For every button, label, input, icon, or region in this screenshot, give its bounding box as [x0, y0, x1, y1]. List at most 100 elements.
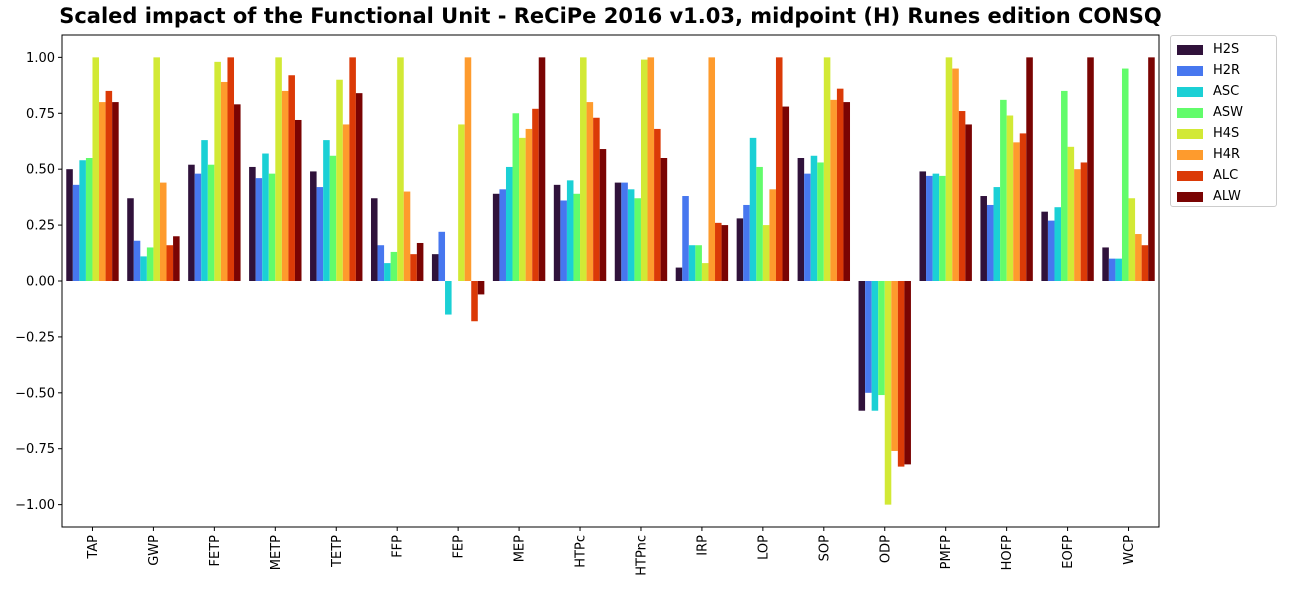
legend-item: ASC: [1177, 81, 1276, 102]
bar-h2s-gwp: [127, 198, 134, 281]
bar-asc-tap: [79, 160, 86, 281]
bar-h2s-hofp: [980, 196, 987, 281]
legend-swatch: [1177, 149, 1203, 160]
bar-alw-gwp: [173, 236, 180, 281]
bar-h2r-sop: [804, 173, 811, 281]
bar-asw-sop: [817, 162, 824, 281]
bar-h4s-fetp: [214, 61, 221, 282]
bar-h2s-ffp: [370, 198, 378, 281]
bar-h4r-ffp: [403, 191, 411, 281]
bar-h2s-htpnc: [614, 182, 622, 281]
legend-label: H2R: [1213, 63, 1241, 78]
x-tick-label: GWP: [147, 535, 162, 566]
bar-h4s-sop: [823, 57, 831, 281]
bar-h2s-fetp: [188, 164, 195, 281]
bar-h2r-htpnc: [621, 182, 628, 281]
bar-asc-hofp: [993, 187, 1001, 281]
bar-alc-fep: [471, 281, 478, 322]
bar-alw-htpc: [599, 149, 607, 281]
bar-h4r-tap: [99, 102, 106, 281]
bar-h4r-htpc: [586, 102, 594, 281]
bar-h4r-wcp: [1135, 234, 1142, 281]
axes-layer: −1.00 −0.75 −0.50 −0.25 0.00 0.25 0.50 0.75 1.00…: [15, 34, 1160, 576]
bar-h4s-lop: [762, 225, 770, 281]
x-tick-label: HTPnc: [634, 535, 649, 576]
bar-h4s-metp: [275, 57, 282, 281]
bar-h2r-tetp: [316, 187, 324, 281]
bar-h2s-wcp: [1102, 247, 1109, 281]
bar-h4s-gwp: [153, 57, 160, 281]
bar-h2r-mep: [499, 189, 506, 281]
bar-h2s-eofp: [1041, 211, 1048, 281]
bar-h2r-irp: [682, 196, 689, 281]
bar-h4s-wcp: [1128, 198, 1136, 281]
y-tick-label: 0.25: [26, 219, 55, 234]
bar-alw-tap: [112, 102, 119, 281]
bar-h4s-ffp: [397, 57, 404, 281]
legend-label: ALC: [1213, 168, 1239, 183]
legend: H2S H2R ASC ASW H4S H4R ALC ALW: [1170, 35, 1277, 207]
x-tick-label: IRP: [695, 535, 710, 556]
legend-label: ASC: [1213, 84, 1240, 99]
legend-item: ALC: [1177, 165, 1276, 186]
legend-label: H4R: [1213, 147, 1241, 162]
bar-alw-wcp: [1148, 57, 1155, 281]
bar-asw-lop: [756, 166, 763, 281]
bar-h2r-lop: [743, 204, 750, 281]
bar-asc-ffp: [384, 263, 391, 281]
bar-h4r-gwp: [159, 182, 167, 281]
bar-alw-hofp: [1026, 57, 1033, 281]
bar-asw-tap: [85, 158, 93, 281]
bar-alc-mep: [532, 108, 539, 281]
bar-h2r-gwp: [133, 240, 141, 281]
bar-alc-gwp: [166, 245, 174, 281]
bar-asc-htpnc: [627, 189, 635, 281]
bar-h2r-hofp: [986, 204, 994, 281]
legend-label: ALW: [1213, 189, 1241, 204]
bar-asw-irp: [695, 245, 702, 281]
legend-item: H4R: [1177, 144, 1276, 165]
bar-h4r-metp: [281, 90, 289, 281]
legend-label: H4S: [1213, 126, 1240, 141]
bar-alc-ffp: [410, 254, 417, 281]
legend-swatch: [1177, 107, 1203, 118]
bar-asw-mep: [512, 113, 520, 282]
bar-h2s-odp: [858, 281, 866, 411]
bar-alw-sop: [843, 102, 851, 281]
legend-item: H4S: [1177, 123, 1276, 144]
bar-asw-htpc: [573, 193, 581, 281]
bar-alc-htpc: [593, 117, 600, 281]
bar-asw-htpnc: [634, 198, 641, 281]
y-tick-label: −1.00: [15, 498, 55, 513]
bar-alc-sop: [836, 88, 844, 281]
bar-alc-hofp: [1019, 133, 1027, 281]
bar-alc-tetp: [349, 57, 356, 281]
x-tick-label: LOP: [756, 535, 771, 560]
legend-label: ASW: [1213, 105, 1243, 120]
bar-h2s-htpc: [553, 184, 561, 281]
bar-h2r-odp: [865, 281, 872, 393]
x-tick-label: FFP: [391, 535, 406, 558]
bar-h2r-ffp: [377, 245, 385, 281]
bar-h2s-tap: [66, 169, 73, 281]
bar-h4r-tetp: [342, 124, 350, 281]
bar-asc-htpc: [566, 180, 574, 281]
bar-h4s-tetp: [336, 79, 343, 281]
bar-h4r-fetp: [220, 81, 228, 282]
bar-h4r-eofp: [1074, 169, 1081, 281]
bar-h4r-htpnc: [647, 57, 655, 281]
bar-h4r-sop: [830, 99, 837, 281]
bar-h2s-mep: [492, 193, 500, 281]
bar-asw-odp: [878, 281, 885, 396]
bar-asc-gwp: [140, 256, 147, 281]
bar-h2r-eofp: [1047, 220, 1055, 281]
bar-alc-pmfp: [958, 111, 966, 281]
bar-h2s-pmfp: [919, 171, 927, 281]
bar-asc-irp: [688, 245, 696, 281]
bar-asc-mep: [505, 166, 513, 281]
legend-item: H2R: [1177, 60, 1276, 81]
chart-title: Scaled impact of the Functional Unit - R…: [59, 4, 1162, 28]
bar-asw-fetp: [207, 164, 215, 281]
bar-alc-tap: [105, 90, 113, 281]
